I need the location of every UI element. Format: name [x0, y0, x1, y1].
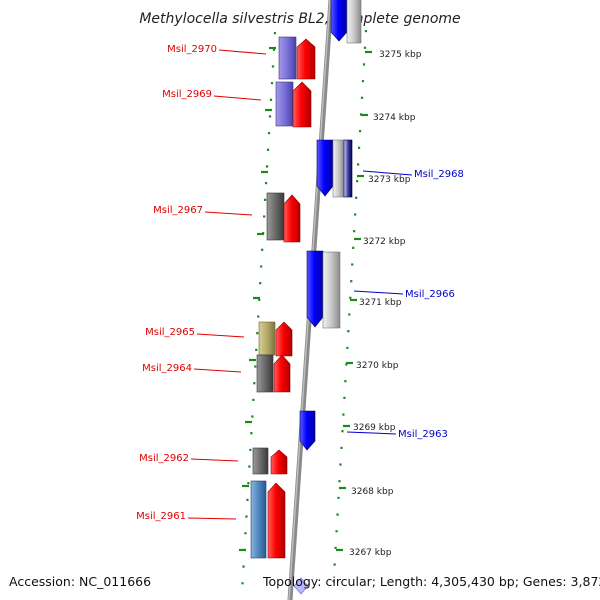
gene-arrow[interactable]	[299, 410, 316, 451]
label-leader-line	[213, 95, 262, 101]
gene-box[interactable]	[332, 139, 345, 198]
label-leader-line	[193, 368, 242, 373]
label-leader-line	[218, 49, 267, 55]
gene-label[interactable]: Msil_2965	[145, 327, 195, 338]
gene-label[interactable]: Msil_2967	[153, 205, 203, 216]
gene-arrow[interactable]	[293, 577, 309, 595]
accession-text: Accession: NC_011666	[9, 574, 151, 589]
label-leader-line	[353, 290, 404, 295]
kbp-tick-label: 3269 kbp	[353, 423, 396, 433]
gene-box[interactable]	[343, 139, 353, 198]
gene-label[interactable]: Msil_2968	[414, 169, 464, 180]
kbp-tick-label: 3274 kbp	[373, 113, 416, 123]
gene-box[interactable]	[252, 447, 269, 475]
right-gene-labels: Msil_2968 Msil_2966 Msil_2963	[346, 169, 464, 440]
label-leader-line	[346, 431, 397, 435]
gene-box[interactable]	[250, 480, 267, 559]
kbp-tick-label: 3267 kbp	[349, 548, 392, 558]
gene-arrow[interactable]	[273, 354, 291, 393]
kbp-tick-label: 3270 kbp	[356, 361, 399, 371]
label-leader-line	[204, 211, 253, 216]
gene-arrow[interactable]	[267, 482, 286, 559]
gene-label[interactable]: Msil_2969	[162, 89, 212, 100]
gene-arrow[interactable]	[296, 38, 316, 80]
gene-box[interactable]	[266, 192, 285, 241]
kbp-tick-label: 3275 kbp	[379, 50, 422, 60]
gene-label[interactable]: Msil_2963	[398, 429, 448, 440]
gene-box[interactable]	[275, 81, 294, 127]
gene-box[interactable]	[346, 0, 362, 44]
gene-arrow[interactable]	[306, 250, 324, 328]
gene-label[interactable]: Msil_2970	[167, 44, 217, 55]
label-leader-line	[190, 458, 239, 462]
gene-arrow[interactable]	[270, 449, 288, 475]
gene-label[interactable]: Msil_2966	[405, 289, 455, 300]
page-title: Methylocella silvestris BL2, complete ge…	[139, 11, 460, 27]
kbp-tick-label: 3268 kbp	[351, 487, 394, 497]
gene-arrow[interactable]	[275, 321, 293, 357]
gene-box[interactable]	[278, 36, 297, 80]
gene-box[interactable]	[256, 354, 274, 393]
topology-text: Topology: circular; Length: 4,305,430 bp…	[262, 574, 600, 589]
gene-label[interactable]: Msil_2962	[139, 453, 189, 464]
gene-box[interactable]	[258, 321, 276, 356]
gene-arrow[interactable]	[283, 194, 301, 243]
kbp-tick-label: 3271 kbp	[359, 298, 402, 308]
kbp-tick-label: 3272 kbp	[363, 237, 406, 247]
gene-arrow[interactable]	[316, 139, 334, 197]
right-dotted-boundary	[331, 29, 368, 593]
label-leader-line	[196, 333, 245, 338]
right-tick-marks	[336, 50, 372, 552]
gene-arrow[interactable]	[292, 81, 312, 128]
label-leader-line	[187, 517, 237, 520]
kbp-tick-label: 3273 kbp	[368, 175, 411, 185]
gene-box[interactable]	[322, 251, 341, 329]
gene-label[interactable]: Msil_2961	[136, 511, 186, 522]
gene-arrow[interactable]	[330, 0, 348, 42]
label-leader-line	[362, 170, 413, 176]
left-tick-marks	[239, 46, 276, 552]
gene-label[interactable]: Msil_2964	[142, 363, 192, 374]
left-gene-labels: Msil_2970 Msil_2969 Msil_2967 Msil_2965 …	[136, 44, 267, 522]
